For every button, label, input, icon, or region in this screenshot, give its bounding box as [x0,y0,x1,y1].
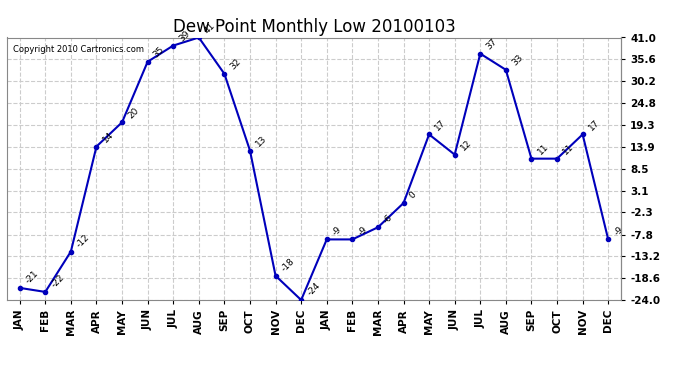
Text: -18: -18 [279,257,297,274]
Title: Dew Point Monthly Low 20100103: Dew Point Monthly Low 20100103 [172,18,455,36]
Text: 0: 0 [408,190,418,201]
Text: -6: -6 [382,212,395,225]
Text: 32: 32 [228,57,243,72]
Text: -12: -12 [75,232,92,249]
Text: 35: 35 [152,45,166,60]
Text: 12: 12 [459,138,473,153]
Text: 11: 11 [535,142,550,156]
Text: 20: 20 [126,106,141,120]
Text: Copyright 2010 Cartronics.com: Copyright 2010 Cartronics.com [13,45,144,54]
Text: -24: -24 [305,281,322,298]
Text: -21: -21 [24,269,41,286]
Text: -9: -9 [612,225,625,237]
Text: 17: 17 [586,118,601,132]
Text: 11: 11 [561,142,575,156]
Text: 13: 13 [254,134,268,148]
Text: -22: -22 [50,273,66,290]
Text: -9: -9 [357,225,369,237]
Text: 41: 41 [203,21,217,35]
Text: 33: 33 [510,53,524,68]
Text: 37: 37 [484,37,499,51]
Text: 39: 39 [177,29,192,44]
Text: -9: -9 [331,225,344,237]
Text: 17: 17 [433,118,448,132]
Text: 14: 14 [101,130,115,144]
